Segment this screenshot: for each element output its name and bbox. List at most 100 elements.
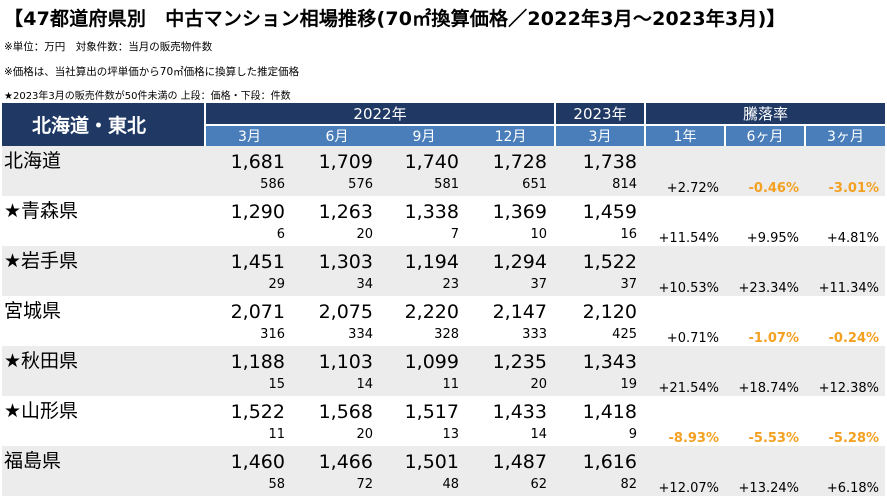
- change-rate-cell: +21.54%: [645, 346, 725, 396]
- count-cell: 20: [467, 373, 555, 396]
- month-header: 9月: [381, 125, 467, 146]
- count-cell: 37: [467, 273, 555, 296]
- table-row: 316 334 328 333 425: [2, 323, 885, 346]
- count-cell: 82: [555, 473, 645, 496]
- count-cell: 576: [293, 173, 381, 196]
- price-cell: 1,451: [205, 246, 293, 273]
- price-cell: 1,517: [404, 401, 459, 423]
- count-cell: 586: [205, 173, 293, 196]
- table-row: 586 576 581 651 814: [2, 173, 885, 196]
- table-row: 宮城県 2,071 2,075 2,220 2,147 2,120 +0.71% -1.07%…: [2, 296, 885, 346]
- prefecture-name: 北海道: [2, 146, 205, 173]
- count-cell: 14: [530, 427, 547, 442]
- price-cell: 1,616: [555, 446, 645, 473]
- count-cell: 814: [555, 173, 645, 196]
- price-cell: 1,466: [293, 446, 381, 473]
- count-cell: 333: [522, 327, 547, 342]
- prefecture-name: ★秋田県: [2, 346, 205, 373]
- change-rate-cell: +12.38%: [805, 346, 886, 396]
- change-rate-cell: +13.24%: [725, 446, 805, 496]
- count-cell: 7: [450, 227, 459, 242]
- price-cell: 1,681: [205, 146, 293, 173]
- region-header: 北海道・東北: [2, 103, 206, 146]
- price-cell: 1,709: [293, 146, 381, 173]
- count-cell: 328: [434, 327, 459, 342]
- note-unit: ※単位：万円 対象件数：当月の販売物件数: [4, 41, 213, 53]
- count-cell: 9: [628, 427, 637, 442]
- empty-cell: [2, 223, 205, 246]
- change-rate-cell: +4.81%: [826, 231, 880, 246]
- price-cell: 1,294: [467, 246, 555, 273]
- table-row: ★山形県 1,522 1,568 1,517 1,433 1,418 -8.93% -5.53…: [2, 396, 885, 446]
- month-header: 6月: [293, 125, 381, 146]
- prefecture-name: 宮城県: [4, 300, 62, 322]
- price-cell: 1,501: [381, 446, 467, 473]
- prefecture-name: ★山形県: [4, 400, 79, 422]
- count-cell: 15: [205, 373, 293, 396]
- change-rate-cell: -8.93%: [668, 431, 720, 446]
- change-rate-cell: +6.18%: [805, 446, 886, 496]
- count-cell: 334: [348, 327, 373, 342]
- note-star-legend: ★2023年3月の販売件数が50件未満の 上段：価格・下段：件数: [4, 91, 291, 102]
- table-row: ★秋田県 1,188 1,103 1,099 1,235 1,343 +21.54% +18.…: [2, 346, 886, 396]
- count-cell: 20: [356, 227, 373, 242]
- price-cell: 1,433: [492, 401, 547, 423]
- year-2023-header: 2023年: [554, 103, 645, 126]
- price-cell: 1,487: [467, 446, 555, 473]
- count-cell: 6: [276, 227, 285, 242]
- count-cell: 20: [356, 427, 373, 442]
- table-row: ★岩手県 1,451 1,303 1,194 1,294 1,522 +10.53% +23.…: [2, 246, 886, 296]
- price-cell: 1,728: [467, 146, 555, 173]
- table-body: 北海道 1,681 1,709 1,740 1,728 1,738 +2.72% -0.46%…: [2, 146, 886, 496]
- price-cell: 1,418: [582, 401, 637, 423]
- empty-cell: [2, 473, 205, 496]
- count-cell: 10: [530, 227, 547, 242]
- empty-cell: [2, 273, 205, 296]
- price-cell: 1,103: [293, 346, 381, 373]
- count-cell: 581: [381, 173, 467, 196]
- price-cell: 1,459: [582, 201, 637, 223]
- table-row: 11 20 13 14 9: [2, 423, 885, 446]
- change-rate-cell: +2.72%: [645, 146, 725, 196]
- page-title: 【47都道府県別 中古マンション相場推移(70㎡換算価格／2022年3月～202…: [4, 8, 786, 30]
- price-cell: 1,369: [492, 201, 547, 223]
- count-cell: 316: [260, 327, 285, 342]
- empty-cell: [2, 373, 205, 396]
- price-cell: 1,263: [318, 201, 373, 223]
- change-rate-cell: -0.46%: [725, 146, 805, 196]
- table-row: 15 14 11 20 19: [2, 373, 885, 396]
- prefecture-name: ★岩手県: [2, 246, 205, 273]
- price-cell: 1,740: [381, 146, 467, 173]
- period-header: 3ヶ月: [803, 125, 886, 146]
- note-price-method: ※価格は、当社算出の坪単価から70㎡価格に換算した推定価格: [4, 66, 300, 78]
- price-cell: 1,303: [293, 246, 381, 273]
- table-header: 北海道・東北 2022年 2023年 騰落率 3月 6月 9月 12月 3月 1…: [2, 103, 886, 146]
- count-cell: 19: [555, 373, 645, 396]
- table-row: 北海道 1,681 1,709 1,740 1,728 1,738 +2.72% -0.46%…: [2, 146, 886, 196]
- table-row: 福島県 1,460 1,466 1,501 1,487 1,616 +12.07% +13.2…: [2, 446, 886, 496]
- change-rate-cell: -3.01%: [805, 146, 886, 196]
- change-rate-cell: +11.34%: [805, 246, 886, 296]
- count-cell: 62: [467, 473, 555, 496]
- price-cell: 1,290: [230, 201, 285, 223]
- price-cell: 1,343: [555, 346, 645, 373]
- price-cell: 1,188: [205, 346, 293, 373]
- table-row: 58 72 48 62 82: [2, 473, 885, 496]
- count-cell: 11: [381, 373, 467, 396]
- table-row: ★青森県 1,290 1,263 1,338 1,369 1,459 +11.54% +9.9…: [2, 196, 885, 246]
- price-cell: 1,522: [555, 246, 645, 273]
- count-cell: 14: [293, 373, 381, 396]
- count-cell: 34: [293, 273, 381, 296]
- count-cell: 48: [381, 473, 467, 496]
- count-cell: 58: [205, 473, 293, 496]
- price-cell: 1,568: [318, 401, 373, 423]
- price-cell: 1,194: [381, 246, 467, 273]
- price-cell: 1,099: [381, 346, 467, 373]
- count-cell: 425: [612, 327, 637, 342]
- price-cell: 2,071: [230, 301, 285, 323]
- price-cell: 2,147: [492, 301, 547, 323]
- count-cell: 23: [381, 273, 467, 296]
- count-cell: 72: [293, 473, 381, 496]
- empty-cell: [2, 323, 205, 346]
- prefecture-name: 福島県: [2, 446, 205, 473]
